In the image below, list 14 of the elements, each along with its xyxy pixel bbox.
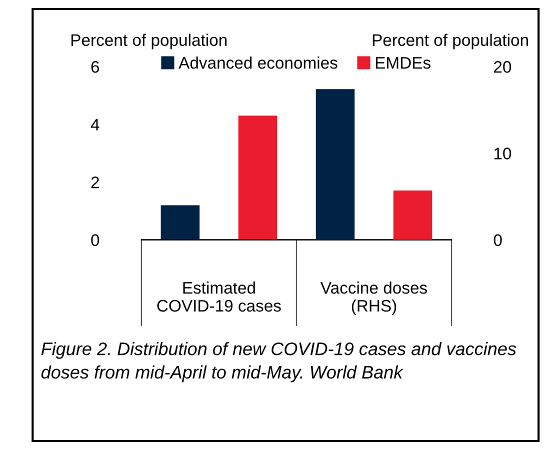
caption: Figure 2. Distribution of new COVID-19 cases and vaccines doses from mid-April to mid-May. World Bank: [41, 342, 516, 382]
x-tick-label: Estimated COVID-19 cases: [157, 282, 281, 312]
y2-tick-label: 20: [494, 61, 512, 73]
legend-label: EMDEs: [376, 57, 430, 69]
y2-tick-label: 0: [494, 234, 502, 246]
y-tick-label: 6: [91, 61, 100, 73]
y2-axis-title: Percent of population: [372, 34, 528, 50]
y-axis-title: Percent of population: [71, 34, 227, 50]
y2-tick-label: 10: [494, 148, 512, 160]
y-tick-label: 2: [91, 176, 99, 188]
legend-label: Advanced economies: [178, 56, 338, 69]
y-tick-label: 0: [91, 234, 100, 246]
y-tick-label: 4: [90, 118, 100, 130]
x-tick-label: Vaccine doses (RHS): [320, 282, 427, 315]
